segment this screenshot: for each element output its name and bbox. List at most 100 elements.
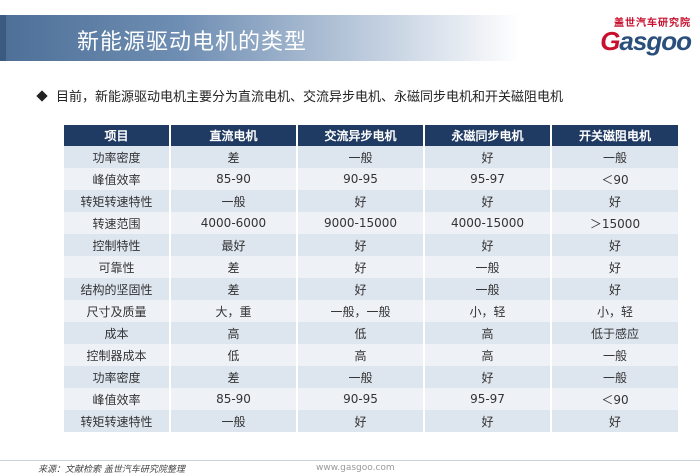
- table-cell: 90-95: [296, 388, 424, 410]
- header-cell: 项目: [64, 125, 170, 146]
- table-row: 转矩转速特性 一般好好好: [64, 410, 678, 432]
- table-cell: 好: [296, 410, 424, 432]
- table-row: 尺寸及质量 大，重 一般，一般 小，轻 小，轻: [64, 300, 678, 322]
- table-cell: 高: [296, 344, 424, 366]
- table-cell: 差: [169, 278, 297, 300]
- table-cell: 95-97: [423, 388, 551, 410]
- intro-text: 目前，新能源驱动电机主要分为直流电机、交流异步电机、永磁同步电机和开关磁阻电机: [56, 90, 564, 105]
- table-cell: ＞15000: [550, 212, 678, 234]
- table-row: 结构的坚固性差好一般好: [64, 278, 678, 300]
- table-cell: ＜90: [550, 388, 678, 410]
- page-title: 新能源驱动电机的类型: [77, 30, 308, 55]
- table-cell: 一般: [169, 410, 297, 432]
- table-cell: 一般: [296, 146, 424, 168]
- table-cell: 好: [550, 256, 678, 278]
- table-header-row: 项目 直流电机 交流异步电机 永磁同步电机 开关磁阻电机: [64, 125, 678, 146]
- table-cell: 一般: [550, 366, 678, 388]
- header: 新能源驱动电机的类型 盖世汽车研究院 Gasgoo: [0, 0, 700, 68]
- table-row: 转矩转速特性 一般好好好: [64, 190, 678, 212]
- table-cell: 好: [423, 410, 551, 432]
- table-cell: 一般，一般: [296, 300, 424, 322]
- row-label-cell: 转矩转速特性: [64, 410, 170, 432]
- row-label-cell: 控制特性: [64, 234, 170, 256]
- table-cell: 85-90: [169, 388, 297, 410]
- table-cell: 好: [296, 190, 424, 212]
- table-cell: 大，重: [169, 300, 297, 322]
- table-cell: 低于感应: [550, 322, 678, 344]
- table-cell: 高: [169, 322, 297, 344]
- row-label-cell: 可靠性: [64, 256, 170, 278]
- logo-wordmark: Gasgoo: [600, 26, 692, 57]
- table-cell: ＜90: [550, 168, 678, 190]
- table-cell: 好: [296, 234, 424, 256]
- table-cell: 最好: [169, 234, 297, 256]
- table-cell: 一般: [296, 366, 424, 388]
- source-note: 来源：文献检索 盖世汽车研究院整理: [38, 465, 185, 475]
- title-accent: [0, 15, 6, 61]
- table-cell: 差: [169, 256, 297, 278]
- table-cell: 4000-6000: [169, 212, 297, 234]
- table-row: 峰值效率 85-90 90-95 95-97 ＜90: [64, 388, 678, 410]
- row-label-cell: 峰值效率: [64, 168, 170, 190]
- table-row: 转速范围 4000-6000 9000-15000 4000-15000 ＞15000: [64, 212, 678, 234]
- table-row: 控制器成本低高高一般: [64, 344, 678, 366]
- row-label-cell: 控制器成本: [64, 344, 170, 366]
- table-row: 成本高低高低于感应: [64, 322, 678, 344]
- row-label-cell: 转矩转速特性: [64, 190, 170, 212]
- table-cell: 好: [550, 278, 678, 300]
- table-cell: 一般: [423, 256, 551, 278]
- row-label-cell: 转速范围: [64, 212, 170, 234]
- row-label-cell: 峰值效率: [64, 388, 170, 410]
- logo-cn-text: 盖世汽车研究院: [614, 18, 691, 29]
- logo-rest: asgoo: [619, 26, 692, 56]
- table-cell: 高: [423, 322, 551, 344]
- table-cell: 高: [423, 344, 551, 366]
- table-row: 功率密度差一般好一般: [64, 366, 678, 388]
- footer-url: www.gasgoo.com: [316, 463, 395, 473]
- table-cell: 95-97: [423, 168, 551, 190]
- header-cell: 直流电机: [169, 125, 297, 146]
- table-cell: 一般: [423, 278, 551, 300]
- table-cell: 小，轻: [550, 300, 678, 322]
- table-cell: 好: [423, 190, 551, 212]
- logo-g: G: [600, 26, 620, 56]
- row-label-cell: 功率密度: [64, 146, 170, 168]
- intro-line: 目前，新能源驱动电机主要分为直流电机、交流异步电机、永磁同步电机和开关磁阻电机: [36, 86, 564, 105]
- table-row: 峰值效率 85-90 90-95 95-97 ＜90: [64, 168, 678, 190]
- table-cell: 一般: [169, 190, 297, 212]
- table-cell: 4000-15000: [423, 212, 551, 234]
- table-cell: 好: [296, 278, 424, 300]
- table-row: 功率密度差一般好一般: [64, 146, 678, 168]
- row-label-cell: 尺寸及质量: [64, 300, 170, 322]
- table-cell: 低: [169, 344, 297, 366]
- table-cell: 好: [296, 256, 424, 278]
- header-cell: 交流异步电机: [296, 125, 424, 146]
- header-cell: 开关磁阻电机: [550, 125, 678, 146]
- table-cell: 90-95: [296, 168, 424, 190]
- table-cell: 低: [296, 322, 424, 344]
- table-cell: 9000-15000: [296, 212, 424, 234]
- table-cell: 好: [423, 366, 551, 388]
- table-cell: 小，轻: [423, 300, 551, 322]
- footer-divider: [0, 460, 700, 461]
- table-cell: 好: [423, 234, 551, 256]
- table-cell: 好: [550, 410, 678, 432]
- row-label-cell: 结构的坚固性: [64, 278, 170, 300]
- table-cell: 好: [550, 190, 678, 212]
- title-bar: [0, 15, 520, 61]
- row-label-cell: 成本: [64, 322, 170, 344]
- table-cell: 差: [169, 146, 297, 168]
- table-cell: 好: [423, 146, 551, 168]
- table-cell: 好: [550, 234, 678, 256]
- diamond-bullet-icon: [36, 90, 48, 102]
- row-label-cell: 功率密度: [64, 366, 170, 388]
- table-cell: 差: [169, 366, 297, 388]
- table-cell: 85-90: [169, 168, 297, 190]
- header-cell: 永磁同步电机: [423, 125, 551, 146]
- table-cell: 一般: [550, 344, 678, 366]
- table-cell: 一般: [550, 146, 678, 168]
- motor-comparison-table: 项目 直流电机 交流异步电机 永磁同步电机 开关磁阻电机 功率密度差一般好一般峰…: [64, 125, 678, 432]
- gasgoo-logo: 盖世汽车研究院 Gasgoo: [585, 14, 695, 64]
- table-row: 可靠性差好一般好: [64, 256, 678, 278]
- table-row: 控制特性 最好好好好: [64, 234, 678, 256]
